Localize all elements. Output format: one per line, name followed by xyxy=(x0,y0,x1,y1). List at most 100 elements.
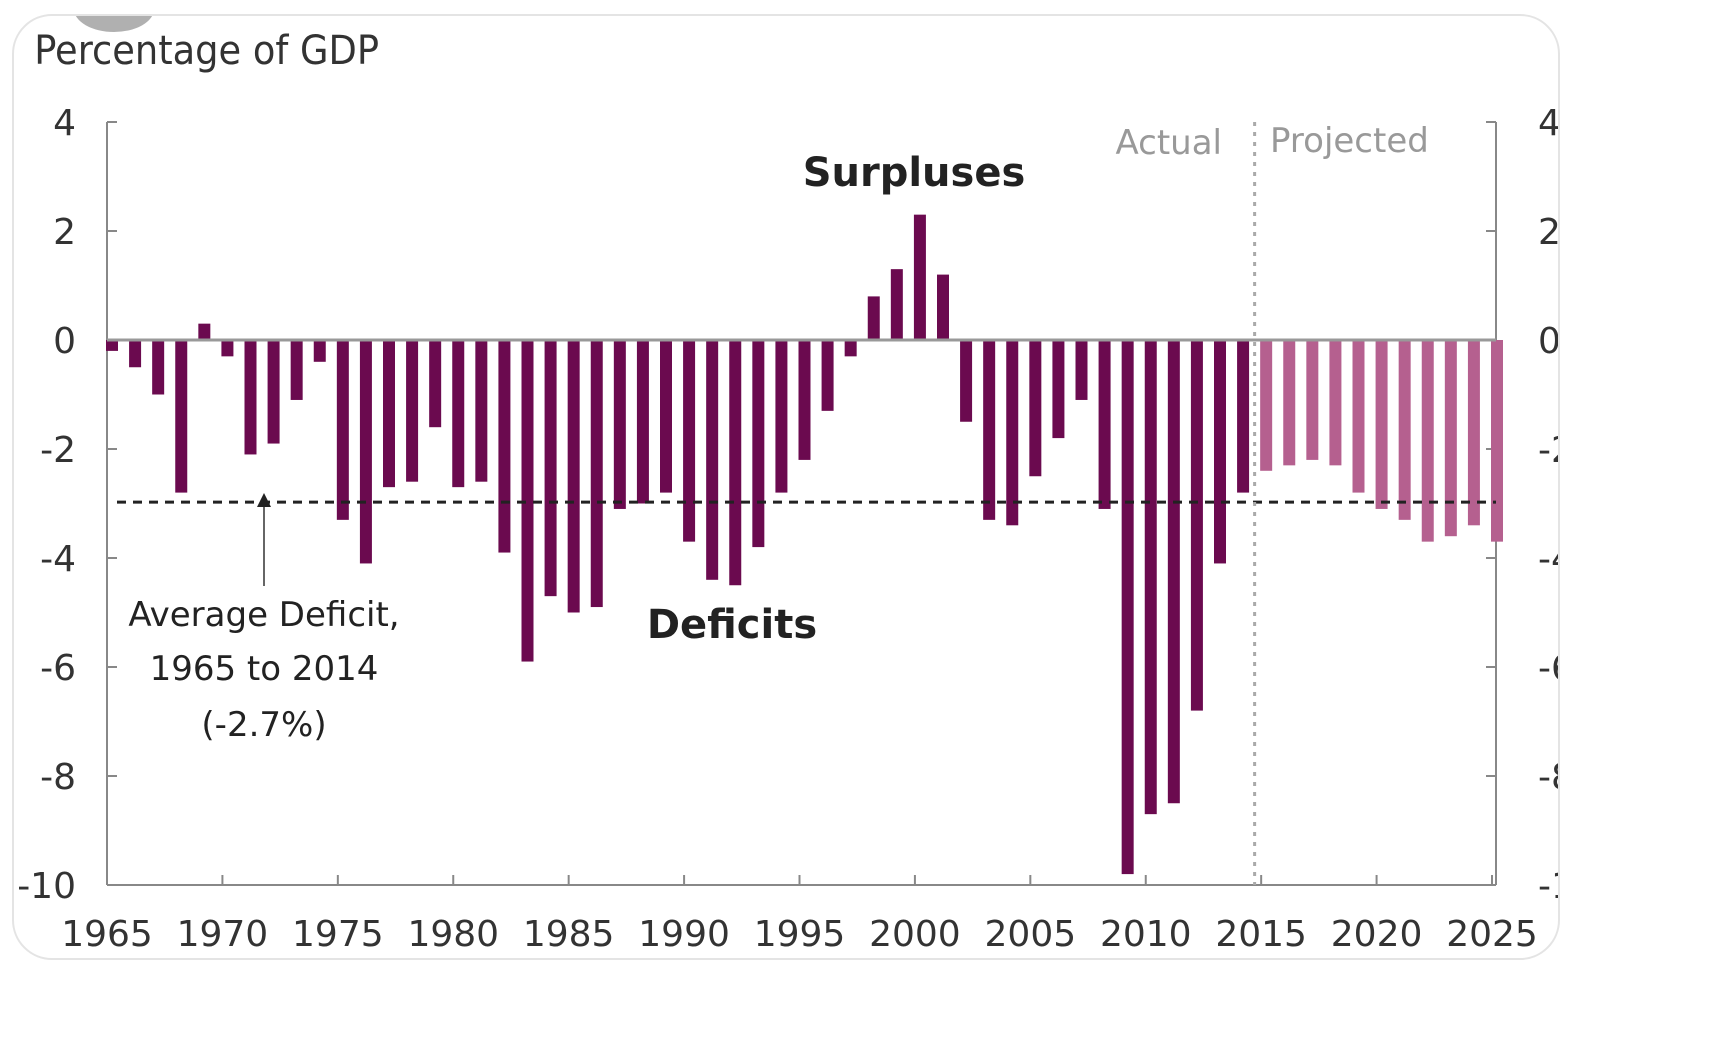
bar-1995 xyxy=(798,340,811,460)
bar-1997 xyxy=(844,340,857,357)
bar-1990 xyxy=(683,340,696,542)
bar-1971 xyxy=(244,340,257,455)
y-tick-label-right: 0 xyxy=(1538,321,1558,362)
bar-1989 xyxy=(660,340,672,493)
bar-1991 xyxy=(706,340,719,580)
chart-card: Percentage of GDP 4 4 2 2 0 0 -2 -2 -4 -4 -6 -6 -8 -8… xyxy=(12,14,1560,960)
x-tick-label: 2025 xyxy=(1446,914,1538,955)
x-tick-label: 2020 xyxy=(1331,914,1423,955)
y-tick-label-right: -10 xyxy=(1538,866,1558,907)
bar-2004 xyxy=(1006,340,1019,526)
bar-1968 xyxy=(175,340,188,493)
bar-2014 xyxy=(1237,340,1250,493)
bar-2005 xyxy=(1029,340,1042,477)
bar-1966 xyxy=(129,340,142,368)
y-tick-label-right: -4 xyxy=(1538,539,1558,580)
bar-2012 xyxy=(1190,340,1203,711)
bar-2015 xyxy=(1260,340,1273,471)
bar-2020 xyxy=(1375,340,1388,509)
bar-2021 xyxy=(1398,340,1411,520)
bar-1978 xyxy=(406,340,419,482)
avatar xyxy=(74,16,154,32)
y-tick-label-right: 4 xyxy=(1538,103,1558,144)
bar-2002 xyxy=(960,340,973,422)
bar-1965 xyxy=(106,340,118,351)
bar-2009 xyxy=(1121,340,1134,875)
annotation-average-line1: Average Deficit, xyxy=(128,595,399,635)
bar-2016 xyxy=(1283,340,1296,466)
bar-1975 xyxy=(336,340,349,520)
bar-1992 xyxy=(729,340,742,586)
bar-1982 xyxy=(498,340,511,553)
bar-1977 xyxy=(383,340,395,488)
x-tick-label: 2000 xyxy=(869,914,961,955)
bar-2011 xyxy=(1167,340,1180,804)
bar-2001 xyxy=(937,274,949,340)
y-tick-label-left: 0 xyxy=(53,321,76,362)
bar-1979 xyxy=(429,340,442,428)
bar-1980 xyxy=(452,340,465,488)
bar-1974 xyxy=(313,340,326,362)
bar-chart: Percentage of GDP 4 4 2 2 0 0 -2 -2 -4 -4 -6 -6 -8 -8… xyxy=(17,28,1558,955)
y-tick-label-right: -6 xyxy=(1538,648,1558,689)
bar-1985 xyxy=(567,340,580,613)
y-tick-label-left: -10 xyxy=(17,866,76,907)
label-actual: Actual xyxy=(1115,123,1222,163)
bar-1970 xyxy=(221,340,234,357)
bar-1998 xyxy=(867,296,880,340)
x-tick-label: 1975 xyxy=(292,914,384,955)
x-tick-label: 1965 xyxy=(61,914,153,955)
bar-1988 xyxy=(636,340,649,504)
bar-1994 xyxy=(775,340,788,493)
bar-2000 xyxy=(913,214,926,340)
y-tick-label-left: -2 xyxy=(40,430,76,471)
bar-2010 xyxy=(1144,340,1157,815)
x-tick-label: 2010 xyxy=(1100,914,1192,955)
arrow-up-icon xyxy=(257,493,271,507)
bar-2017 xyxy=(1306,340,1319,460)
bar-1969 xyxy=(198,323,211,340)
bar-2022 xyxy=(1421,340,1434,542)
y-tick-label-left: -4 xyxy=(40,539,76,580)
x-tick-label: 2005 xyxy=(985,914,1077,955)
y-tick-label-right: -8 xyxy=(1538,757,1558,798)
x-tick-label: 1995 xyxy=(754,914,846,955)
annotation-surpluses: Surpluses xyxy=(803,150,1026,196)
y-tick-label-left: -6 xyxy=(40,648,76,689)
annotation-average-line2: 1965 to 2014 xyxy=(150,649,379,689)
bar-1999 xyxy=(890,269,903,340)
annotation-average-line3: (-2.7%) xyxy=(201,705,326,745)
bar-2019 xyxy=(1352,340,1365,493)
bar-1986 xyxy=(590,340,603,608)
annotation-deficits: Deficits xyxy=(647,602,817,648)
bar-1987 xyxy=(613,340,626,509)
bar-1972 xyxy=(267,340,280,444)
bar-1983 xyxy=(521,340,534,662)
bar-1984 xyxy=(544,340,557,597)
label-projected: Projected xyxy=(1270,121,1429,161)
bar-1981 xyxy=(475,340,488,482)
x-tick-label: 1985 xyxy=(523,914,615,955)
x-tick-label: 1980 xyxy=(407,914,499,955)
y-tick-label-left: 4 xyxy=(53,103,76,144)
x-tick-label: 1990 xyxy=(638,914,730,955)
y-tick-label-left: -8 xyxy=(40,757,76,798)
bar-2023 xyxy=(1444,340,1457,537)
bar-2006 xyxy=(1052,340,1065,439)
bar-1973 xyxy=(290,340,303,400)
y-axis-label: Percentage of GDP xyxy=(34,28,379,75)
bar-1976 xyxy=(359,340,372,564)
y-tick-label-left: 2 xyxy=(53,212,76,253)
x-tick-label: 1970 xyxy=(177,914,269,955)
bar-2018 xyxy=(1329,340,1342,466)
y-tick-label-right: 2 xyxy=(1538,212,1558,253)
bar-2008 xyxy=(1098,340,1111,509)
bar-2013 xyxy=(1214,340,1226,564)
y-tick-label-right: -2 xyxy=(1538,430,1558,471)
bar-2003 xyxy=(983,340,996,520)
bar-2007 xyxy=(1075,340,1088,400)
bar-1996 xyxy=(821,340,834,411)
x-tick-label: 2015 xyxy=(1215,914,1307,955)
bar-2025 xyxy=(1491,340,1503,542)
bar-2024 xyxy=(1467,340,1480,526)
